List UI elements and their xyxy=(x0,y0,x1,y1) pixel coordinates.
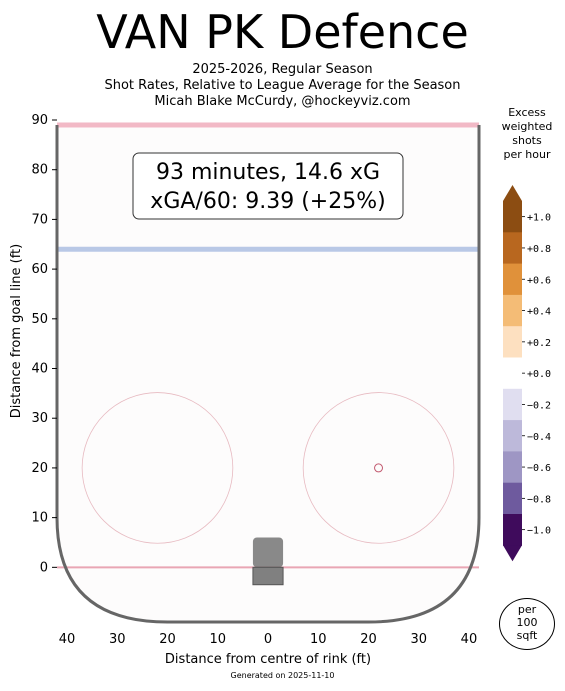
y-tick-label: 60 xyxy=(31,262,48,277)
colorbar-tick-label: +0.4 xyxy=(527,307,551,318)
x-tick-label: 10 xyxy=(310,632,327,647)
colorbar-swatch xyxy=(503,451,522,484)
colorbar-title-line: shots xyxy=(512,134,542,147)
colorbar-tick-label: +0.2 xyxy=(527,338,551,349)
chart-title: VAN PK Defence xyxy=(96,5,469,59)
subtitle-description: Shot Rates, Relative to League Average f… xyxy=(104,78,461,93)
y-tick-label: 50 xyxy=(31,312,48,327)
colorbar-swatch xyxy=(503,263,522,296)
rink-boards xyxy=(55,124,481,624)
colorbar-tick-label: +0.0 xyxy=(527,369,551,380)
y-tick-label: 10 xyxy=(31,511,48,526)
x-tick-label: 0 xyxy=(264,632,272,647)
generated-footer: Generated on 2025-11-10 xyxy=(230,671,335,680)
colorbar-swatch xyxy=(503,482,522,515)
colorbar-title-line: per hour xyxy=(503,148,551,161)
colorbar-tick-label: +1.0 xyxy=(527,213,551,224)
y-tick-label: 90 xyxy=(31,113,48,128)
unit-line: 100 xyxy=(516,616,538,629)
colorbar-swatch xyxy=(503,201,522,233)
goal-net xyxy=(252,566,284,586)
unit-badge: per 100 sqft xyxy=(499,598,555,650)
colorbar-swatch xyxy=(503,357,522,390)
colorbar-tick-label: −0.2 xyxy=(527,400,551,411)
x-tick-label: 20 xyxy=(360,632,377,647)
colorbar-bottom-arrow xyxy=(503,545,522,562)
faceoff-circle-left xyxy=(81,392,234,544)
stats-minutes-xg: 93 minutes, 14.6 xG xyxy=(156,160,380,185)
y-tick-label: 20 xyxy=(31,461,48,476)
x-tick-label: 40 xyxy=(461,632,478,647)
colorbar-title-line: Excess xyxy=(508,106,546,119)
colorbar-tick-label: +0.6 xyxy=(527,275,551,286)
colorbar-top-arrow xyxy=(503,185,522,201)
colorbar-title-line: weighted xyxy=(501,120,553,133)
x-tick-label: 10 xyxy=(209,632,226,647)
x-tick-label: 40 xyxy=(59,632,76,647)
blue-line xyxy=(57,246,479,252)
subtitle-season: 2025-2026, Regular Season xyxy=(192,62,373,77)
colorbar-tick-label: +0.8 xyxy=(527,244,551,255)
faceoff-circle-right xyxy=(302,392,455,544)
colorbar-tick-label: −0.4 xyxy=(527,432,551,443)
colorbar-swatch xyxy=(503,388,522,421)
colorbar-tick-label: −1.0 xyxy=(527,526,551,537)
red-line xyxy=(57,122,479,128)
y-tick-label: 70 xyxy=(31,212,48,227)
colorbar-swatch xyxy=(503,232,522,265)
y-tick-label: 80 xyxy=(31,163,48,178)
x-tick-label: 30 xyxy=(410,632,427,647)
subtitle-author: Micah Blake McCurdy, @hockeyviz.com xyxy=(154,94,411,109)
colorbar-swatch xyxy=(503,420,522,452)
colorbar-title: Excess weighted shots per hour xyxy=(492,106,562,162)
y-tick-label: 0 xyxy=(40,560,48,575)
faceoff-dot-right xyxy=(374,463,384,473)
colorbar-tick-label: −0.8 xyxy=(527,494,551,505)
stats-box xyxy=(132,152,404,220)
y-tick-label: 40 xyxy=(31,362,48,377)
colorbar-swatch xyxy=(503,294,522,327)
colorbar-swatch xyxy=(503,326,522,358)
crease xyxy=(252,537,284,568)
y-axis-label: Distance from goal line (ft) xyxy=(9,244,24,418)
x-tick-label: 20 xyxy=(159,632,176,647)
y-tick-label: 30 xyxy=(31,411,48,426)
unit-line: per xyxy=(517,603,537,616)
stats-xga60: xGA/60: 9.39 (+25%) xyxy=(150,189,385,214)
unit-line: sqft xyxy=(516,629,538,642)
x-axis-label: Distance from centre of rink (ft) xyxy=(165,652,371,667)
x-tick-label: 30 xyxy=(109,632,126,647)
colorbar-swatch xyxy=(503,514,522,546)
colorbar-tick-label: −0.6 xyxy=(527,463,551,474)
